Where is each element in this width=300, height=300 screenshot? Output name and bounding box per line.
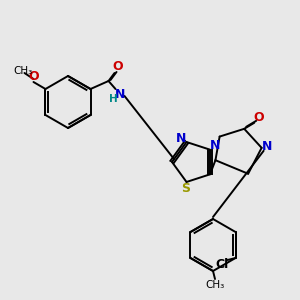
Text: CH₃: CH₃ [14,66,33,76]
Text: N: N [261,140,272,153]
Text: O: O [253,111,263,124]
Text: O: O [112,61,123,74]
Text: N: N [115,88,126,100]
Text: CH₃: CH₃ [206,280,225,290]
Text: O: O [28,70,39,83]
Text: N: N [176,131,187,145]
Text: N: N [210,139,220,152]
Text: S: S [181,182,190,196]
Text: Cl: Cl [215,257,228,271]
Text: H: H [109,94,118,104]
